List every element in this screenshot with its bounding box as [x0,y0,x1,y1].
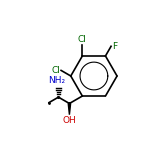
Text: F: F [112,42,117,51]
Polygon shape [68,104,71,115]
Text: NH₂: NH₂ [48,76,66,85]
Text: Cl: Cl [78,35,87,44]
Text: OH: OH [62,116,76,125]
Text: Cl: Cl [51,66,60,75]
